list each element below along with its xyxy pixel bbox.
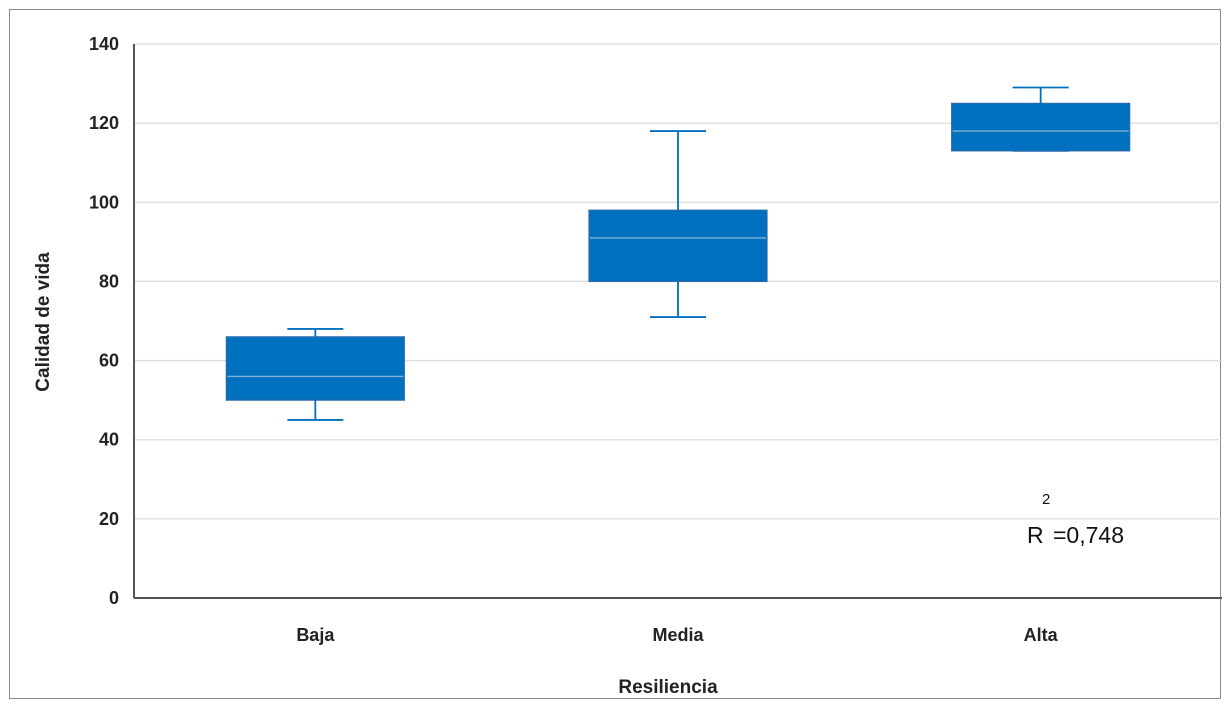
y-tick-100: 100: [89, 192, 119, 212]
y-axis-title: Calidad de vida: [33, 252, 54, 392]
x-tick-labels: Baja Media Alta: [296, 625, 1058, 645]
grid-lines: [134, 43, 1222, 520]
x-tick-baja: Baja: [296, 625, 335, 645]
x-axis-title: Resiliencia: [618, 677, 718, 698]
x-tick-media: Media: [652, 625, 704, 645]
box-body-media: [588, 209, 768, 283]
r-squared-annotation: R 2 =0,748: [1027, 491, 1124, 548]
box-alta: [951, 86, 1131, 152]
r-squared-base: R: [1027, 522, 1044, 548]
box-series: [225, 86, 1131, 421]
x-tick-alta: Alta: [1024, 625, 1059, 645]
chart-frame: [9, 9, 1221, 699]
y-tick-40: 40: [99, 430, 119, 450]
y-tick-80: 80: [99, 271, 119, 291]
y-tick-120: 120: [89, 113, 119, 133]
y-tick-labels: 0 20 40 60 80 100 120 140: [89, 34, 119, 608]
y-tick-20: 20: [99, 509, 119, 529]
r-squared-superscript: 2: [1042, 491, 1050, 508]
box-baja: [225, 328, 405, 421]
axes: [133, 44, 1222, 599]
box-media: [588, 130, 768, 318]
y-tick-140: 140: [89, 34, 119, 54]
y-tick-0: 0: [109, 588, 119, 608]
r-squared-value: =0,748: [1053, 522, 1124, 548]
box-body-baja: [225, 336, 405, 401]
y-tick-60: 60: [99, 351, 119, 371]
box-body-alta: [951, 102, 1131, 152]
